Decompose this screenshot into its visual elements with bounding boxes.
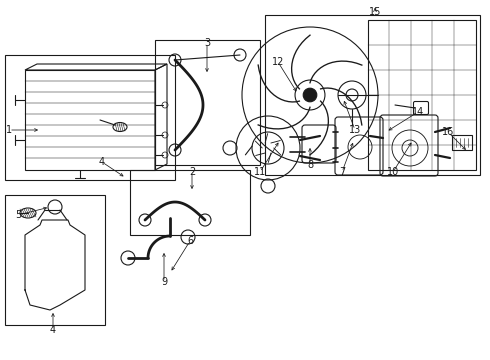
Text: 9: 9 [161,277,167,287]
Bar [5,55,175,180]
Text: 7: 7 [339,167,345,177]
Text: 10: 10 [387,167,399,177]
Text: 1: 1 [6,125,12,135]
Text: 11: 11 [254,167,266,177]
Text: 4: 4 [99,157,105,167]
Text: 16: 16 [442,127,454,137]
Text: 8: 8 [307,160,313,170]
Bar [25,70,155,170]
Text: 14: 14 [412,107,424,117]
Text: 15: 15 [369,7,381,17]
Text: 2: 2 [189,167,195,177]
Text: 5: 5 [15,210,21,220]
Text: 12: 12 [272,57,284,67]
Text: 13: 13 [349,125,361,135]
Text: 4: 4 [50,325,56,335]
Text: 6: 6 [187,236,193,246]
Bar [265,15,480,175]
Bar [130,170,250,235]
Bar [368,20,476,170]
Text: 3: 3 [204,38,210,48]
Bar [5,195,105,325]
Bar [155,40,260,165]
Circle shape [303,88,317,102]
